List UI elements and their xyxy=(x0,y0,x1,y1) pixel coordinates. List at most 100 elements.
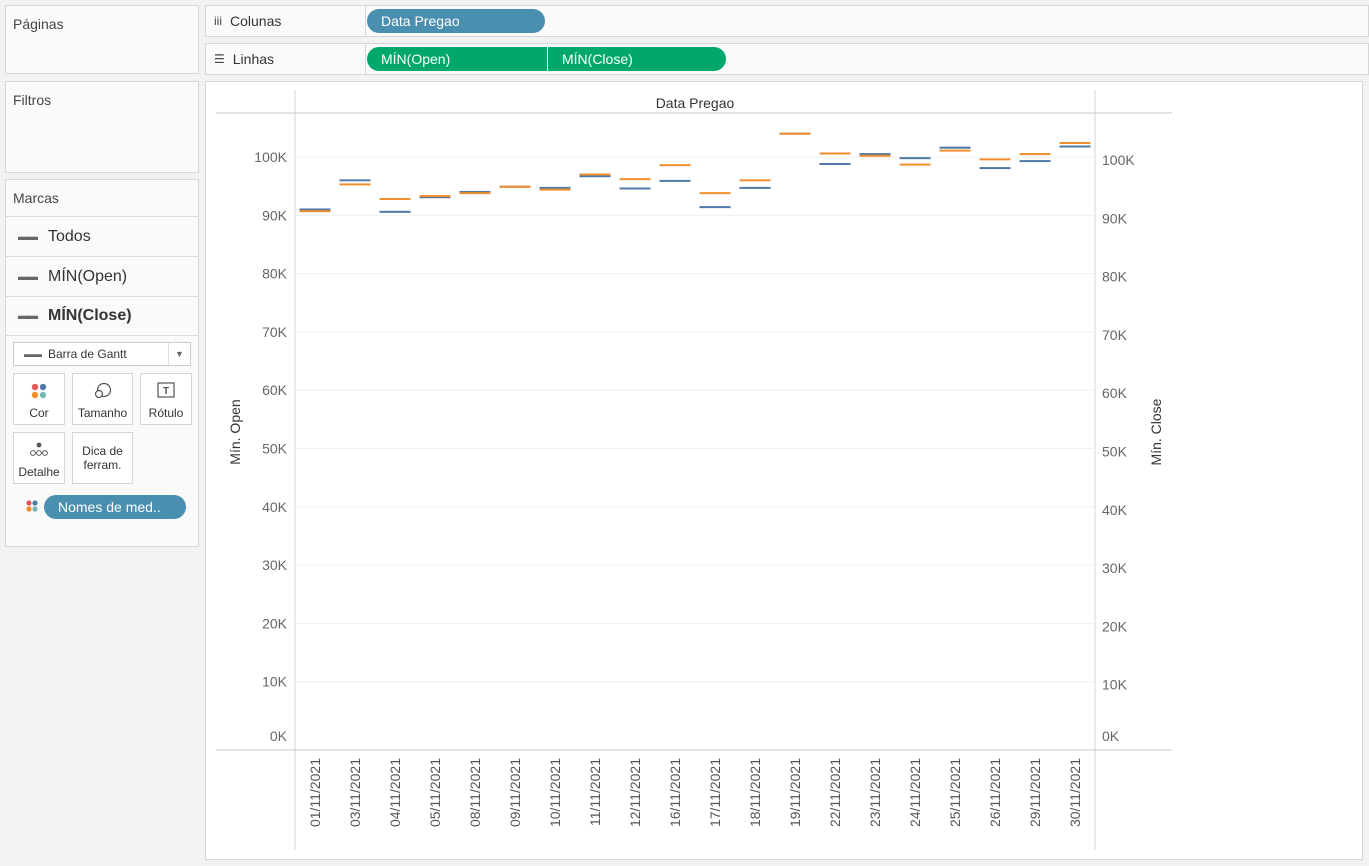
x-tick-label: 08/11/2021 xyxy=(467,758,483,827)
marks-row-all[interactable]: ▬▬ Todos xyxy=(6,216,198,256)
open-mark[interactable] xyxy=(699,206,731,209)
filters-panel[interactable]: Filtros xyxy=(5,81,199,173)
open-mark[interactable] xyxy=(619,187,651,190)
x-tick-label: 26/11/2021 xyxy=(987,758,1003,827)
rows-shelf[interactable]: ☰ Linhas MÍN(Open) MÍN(Close) xyxy=(205,43,1369,75)
open-mark[interactable] xyxy=(899,157,931,160)
columns-shelf-label: iii Colunas xyxy=(206,6,366,36)
gantt-marks xyxy=(299,132,1091,213)
y-tick-left: 10K xyxy=(262,674,288,690)
close-mark[interactable] xyxy=(1059,142,1091,145)
size-button[interactable]: Tamanho xyxy=(72,373,133,425)
color-dots-icon xyxy=(14,382,64,403)
label-button[interactable]: T Rótulo xyxy=(140,373,192,425)
close-mark[interactable] xyxy=(739,179,771,182)
color-legend-icon xyxy=(25,499,39,518)
marks-row-open[interactable]: ▬▬ MÍN(Open) xyxy=(6,256,198,296)
y-tick-left: 90K xyxy=(262,207,288,223)
x-tick-label: 22/11/2021 xyxy=(827,758,843,827)
marks-row-close[interactable]: ▬▬ MÍN(Close) xyxy=(6,296,198,336)
close-mark[interactable] xyxy=(939,149,971,152)
measure-names-pill[interactable]: Nomes de med.. xyxy=(44,495,186,519)
y-tick-right: 60K xyxy=(1102,385,1128,401)
label-button-label: Rótulo xyxy=(148,405,184,420)
open-mark[interactable] xyxy=(339,179,371,182)
y-tick-left: 40K xyxy=(262,499,288,515)
close-mark[interactable] xyxy=(619,178,651,181)
y-tick-left: 60K xyxy=(262,382,288,398)
close-mark[interactable] xyxy=(1019,153,1051,156)
gantt-chart: Data Pregao Mín. Open Mín. Close 0K 0K 10K… xyxy=(216,90,1172,850)
color-button[interactable]: Cor xyxy=(13,373,65,425)
x-tick-label: 17/11/2021 xyxy=(707,758,723,827)
y-tick-right: 80K xyxy=(1102,269,1128,285)
close-mark[interactable] xyxy=(539,188,571,191)
y-tick-right: 10K xyxy=(1102,677,1128,693)
open-mark[interactable] xyxy=(419,196,451,199)
close-mark[interactable] xyxy=(899,163,931,166)
open-mark[interactable] xyxy=(1019,160,1051,163)
open-mark[interactable] xyxy=(299,208,331,211)
close-mark[interactable] xyxy=(579,173,611,176)
open-mark[interactable] xyxy=(659,179,691,182)
mark-type-dropdown[interactable]: ▬▬ Barra de Gantt ▼ xyxy=(13,342,191,366)
gantt-icon: ▬▬ xyxy=(18,310,38,322)
close-mark[interactable] xyxy=(379,197,411,200)
detail-button-label: Detalhe xyxy=(18,464,60,479)
close-mark[interactable] xyxy=(499,185,531,188)
close-mark[interactable] xyxy=(779,132,811,135)
y-tick-right: 70K xyxy=(1102,327,1128,343)
detail-dots-icon xyxy=(14,441,64,460)
close-mark[interactable] xyxy=(419,195,451,198)
open-mark[interactable] xyxy=(379,210,411,213)
y-tick-right: 40K xyxy=(1102,502,1128,518)
x-tick-label: 03/11/2021 xyxy=(347,758,363,827)
close-mark[interactable] xyxy=(299,210,331,213)
open-mark[interactable] xyxy=(859,153,891,156)
chart-area: Data Pregao Mín. Open Mín. Close 0K 0K 10K… xyxy=(205,81,1363,860)
color-button-label: Cor xyxy=(29,405,49,420)
close-mark[interactable] xyxy=(659,164,691,167)
gantt-icon: ▬▬ xyxy=(18,270,38,283)
open-mark[interactable] xyxy=(1059,145,1091,148)
x-tick-label: 24/11/2021 xyxy=(907,758,923,827)
x-tick-label: 23/11/2021 xyxy=(867,758,883,827)
open-mark[interactable] xyxy=(579,175,611,178)
x-tick-label: 11/11/2021 xyxy=(587,758,603,826)
data-pregao-pill-label: Data Pregao xyxy=(381,13,460,29)
open-mark[interactable] xyxy=(539,186,571,189)
y-tick-left: 30K xyxy=(262,557,288,573)
x-tick-label: 18/11/2021 xyxy=(747,758,763,827)
min-open-pill[interactable]: MÍN(Open) xyxy=(367,47,547,71)
pages-title: Páginas xyxy=(13,16,64,32)
open-mark[interactable] xyxy=(939,146,971,149)
detail-button[interactable]: Detalhe xyxy=(13,432,65,484)
svg-text:T: T xyxy=(163,386,169,397)
pages-panel: Páginas xyxy=(5,5,199,74)
close-mark[interactable] xyxy=(339,183,371,186)
data-pregao-pill[interactable]: Data Pregao xyxy=(367,9,545,33)
y-tick-right: 100K xyxy=(1102,152,1135,168)
close-mark[interactable] xyxy=(859,154,891,157)
x-axis-labels: 01/11/2021 03/11/2021 04/11/2021 05/11/2021… xyxy=(307,758,1083,827)
measure-names-pill-label: Nomes de med.. xyxy=(58,499,161,515)
close-mark[interactable] xyxy=(459,192,491,195)
rows-shelf-label: ☰ Linhas xyxy=(206,44,366,74)
y-tick-right: 90K xyxy=(1102,210,1128,226)
columns-shelf[interactable]: iii Colunas Data Pregao xyxy=(205,5,1369,37)
chevron-down-icon[interactable]: ▼ xyxy=(168,343,190,365)
y-tick-left: 50K xyxy=(262,441,288,457)
y-tick-left: 70K xyxy=(262,324,288,340)
marks-panel: Marcas ▬▬ Todos ▬▬ MÍN(Open) ▬▬ MÍN(Clos… xyxy=(5,179,199,547)
x-tick-label: 09/11/2021 xyxy=(507,758,523,827)
open-mark[interactable] xyxy=(819,162,851,165)
close-mark[interactable] xyxy=(699,192,731,195)
close-mark[interactable] xyxy=(819,152,851,155)
min-close-pill[interactable]: MÍN(Close) xyxy=(548,47,726,71)
open-mark[interactable] xyxy=(459,190,491,193)
size-icon xyxy=(73,382,132,403)
open-mark[interactable] xyxy=(979,167,1011,170)
open-mark[interactable] xyxy=(739,186,771,189)
close-mark[interactable] xyxy=(979,158,1011,161)
tooltip-button[interactable]: Dica de ferram. xyxy=(72,432,133,484)
